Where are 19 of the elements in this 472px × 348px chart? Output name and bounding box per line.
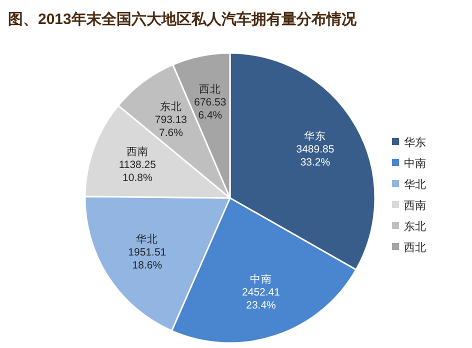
- legend-label: 华北: [404, 178, 426, 191]
- chart-title: 图、2013年末全国六大地区私人汽车拥有量分布情况: [8, 10, 358, 28]
- legend-label: 西北: [404, 241, 426, 254]
- slice-label: 华东: [304, 129, 326, 142]
- data-label: 793.13 7.6%: [154, 114, 188, 140]
- legend-label: 中南: [404, 157, 426, 170]
- slice-label: 中南: [250, 272, 272, 286]
- data-label: 676.53 6.4%: [194, 96, 226, 122]
- data-label: 1138.25 10.8%: [118, 159, 156, 184]
- legend-label: 东北: [404, 220, 426, 233]
- data-label: 3489.85 33.2%: [296, 143, 334, 168]
- data-label: 1951.51 18.6%: [128, 246, 166, 272]
- slice-label: 东北: [160, 100, 182, 114]
- slice-label: 西南: [126, 145, 148, 158]
- legend-label: 西南: [404, 199, 426, 212]
- slice-label: 华北: [136, 232, 158, 246]
- legend-label: 华东: [404, 136, 426, 149]
- slice-label: 西北: [199, 82, 222, 96]
- data-label: 2452.41 23.4%: [242, 286, 280, 312]
